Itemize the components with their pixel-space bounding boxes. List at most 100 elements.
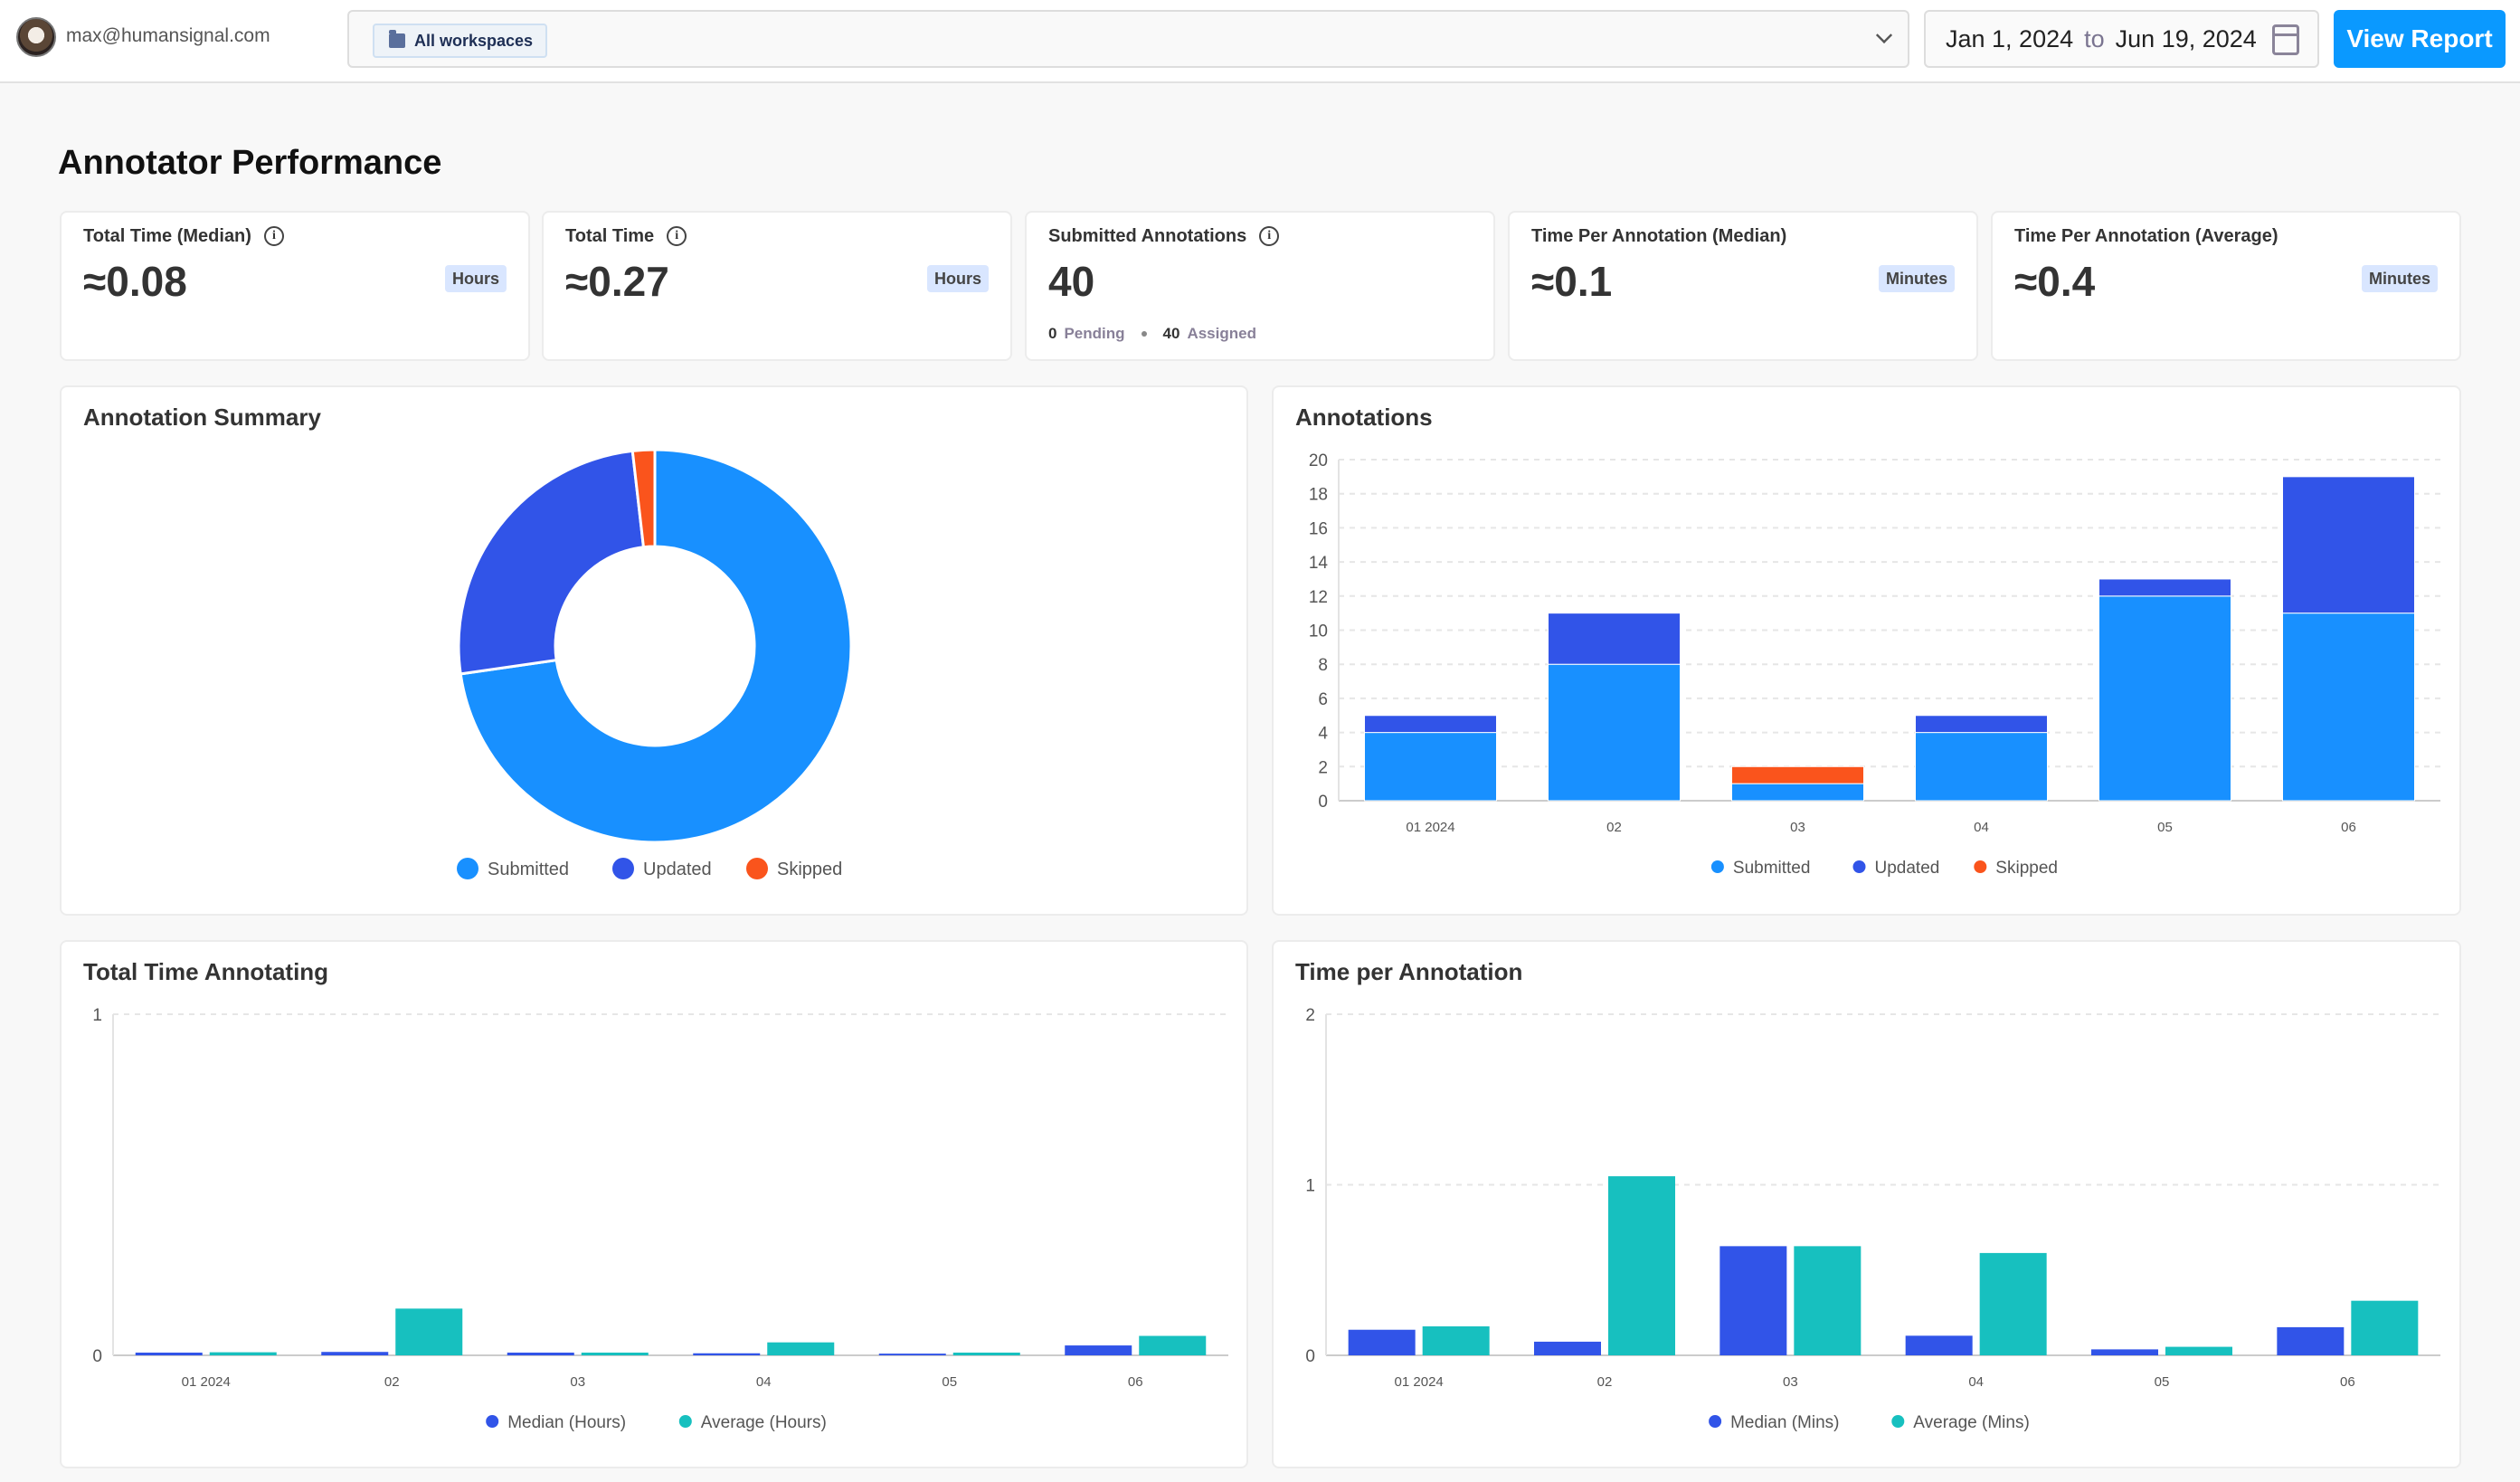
- bar-submitted-1: [1364, 732, 1497, 802]
- stat-value: ≈0.08: [83, 258, 187, 305]
- workspace-chip[interactable]: All workspaces: [373, 24, 548, 58]
- stat-card-total-time: Total Time i ≈0.27 Hours: [542, 211, 1012, 361]
- assignment-summary: 0 Pending 40 Assigned: [1048, 325, 1256, 343]
- info-icon[interactable]: i: [1259, 226, 1280, 246]
- bar-average-6: [1139, 1335, 1207, 1355]
- x-tick-label: 02: [1597, 1374, 1613, 1390]
- legend-label: Submitted: [488, 860, 569, 879]
- legend-marker-updated: [1852, 860, 1866, 873]
- view-report-button[interactable]: View Report: [2334, 10, 2506, 68]
- info-icon[interactable]: i: [263, 226, 284, 246]
- bar-median-5: [878, 1354, 946, 1355]
- page-title: Annotator Performance: [58, 144, 442, 182]
- x-tick-label: 05: [2157, 820, 2173, 835]
- bar-average-2: [1608, 1176, 1675, 1355]
- stat-label: Time Per Annotation (Median): [1531, 226, 1787, 246]
- legend-label: Updated: [643, 860, 712, 879]
- x-tick-label: 03: [570, 1374, 585, 1390]
- x-tick-label: 06: [2340, 1374, 2355, 1390]
- donut-chart: Submitted Updated Skipped: [457, 448, 853, 879]
- bar-median-3: [1719, 1246, 1787, 1355]
- folder-icon: [389, 30, 405, 48]
- y-tick-label: 6: [1318, 690, 1328, 709]
- date-range-picker[interactable]: Jan 1, 2024 to Jun 19, 2024: [1924, 10, 2319, 68]
- stat-label: Time Per Annotation (Average): [2014, 226, 2278, 246]
- legend-marker-median-hours-: [486, 1415, 499, 1428]
- y-tick-label: 2: [1318, 758, 1328, 777]
- user-email: max@humansignal.com: [66, 25, 270, 46]
- bar-submitted-4: [1915, 732, 2048, 802]
- donut-slice-updated: [457, 449, 646, 676]
- x-tick-label: 05: [2155, 1374, 2170, 1390]
- bar-average-5: [2165, 1346, 2232, 1355]
- date-to[interactable]: Jun 19, 2024: [2115, 24, 2257, 52]
- bar-average-3: [1794, 1246, 1862, 1355]
- bar-updated-5: [2098, 578, 2231, 597]
- bar-median-1: [135, 1352, 203, 1355]
- bar-submitted-6: [2282, 613, 2415, 802]
- pending-label: Pending: [1064, 325, 1125, 342]
- donut-slice-skipped: [630, 448, 657, 549]
- stat-value: ≈0.27: [565, 258, 669, 305]
- bar-submitted-2: [1548, 663, 1681, 802]
- assigned-label: Assigned: [1187, 325, 1256, 342]
- stat-label: Submitted Annotations: [1048, 226, 1247, 246]
- legend-marker-skipped: [746, 858, 768, 879]
- x-tick-label: 02: [384, 1374, 400, 1390]
- y-tick-label: 0: [1305, 1347, 1315, 1366]
- date-from[interactable]: Jan 1, 2024: [1946, 24, 2074, 52]
- y-tick-label: 14: [1309, 554, 1329, 573]
- x-tick-label: 01 2024: [1406, 820, 1454, 835]
- bar-updated-1: [1364, 715, 1497, 734]
- y-tick-label: 1: [1305, 1177, 1315, 1196]
- bar-average-2: [395, 1308, 463, 1355]
- avatar[interactable]: [16, 17, 56, 57]
- legend-marker-submitted: [1710, 860, 1724, 873]
- y-tick-label: 0: [1318, 793, 1328, 812]
- legend-label: Average (Hours): [701, 1413, 827, 1432]
- bar-average-5: [952, 1352, 1020, 1355]
- bar-median-3: [507, 1352, 574, 1355]
- bar-updated-2: [1548, 613, 1681, 665]
- bar-skipped-3: [1731, 765, 1864, 784]
- x-tick-label: 03: [1790, 820, 1805, 835]
- stat-card-time-per-annotation-median: Time Per Annotation (Median) ≈0.1 Minute…: [1508, 211, 1978, 361]
- y-tick-label: 0: [92, 1347, 102, 1366]
- y-tick-label: 2: [1305, 1006, 1315, 1025]
- unit-badge: Hours: [444, 265, 507, 292]
- y-tick-label: 20: [1309, 451, 1328, 470]
- workspace-select[interactable]: All workspaces: [347, 10, 1909, 68]
- x-tick-label: 02: [1606, 820, 1622, 835]
- y-tick-label: 16: [1309, 519, 1328, 538]
- top-bar: max@humansignal.com All workspaces Jan 1…: [0, 0, 2520, 83]
- bar-average-3: [581, 1352, 649, 1355]
- separator-dot: [1141, 331, 1147, 337]
- unit-badge: Minutes: [1878, 265, 1955, 292]
- chevron-down-icon[interactable]: [1875, 26, 1893, 44]
- calendar-icon[interactable]: [2272, 24, 2299, 55]
- workspace-label: All workspaces: [414, 31, 534, 50]
- total-time-panel: Total Time Annotating 0 1 01 2024 02 03 04 05 0…: [60, 940, 1248, 1468]
- legend-marker-average-mins-: [1891, 1415, 1905, 1428]
- bar-average-4: [1979, 1252, 2047, 1355]
- stat-card-time-per-annotation-average: Time Per Annotation (Average) ≈0.4 Minut…: [1991, 211, 2461, 361]
- bar-median-6: [2277, 1326, 2345, 1355]
- x-tick-label: 04: [1974, 820, 1989, 835]
- x-tick-label: 06: [2341, 820, 2356, 835]
- time-per-annotation-panel: Time per Annotation 0 1 2 01 2024 02 03 04 05 06…: [1272, 940, 2461, 1468]
- x-tick-label: 05: [942, 1374, 957, 1390]
- info-icon[interactable]: i: [667, 226, 687, 246]
- y-tick-label: 4: [1318, 725, 1328, 744]
- legend-label: Median (Hours): [507, 1413, 626, 1432]
- panel-title: Annotations: [1295, 404, 1433, 431]
- unit-badge: Hours: [926, 265, 989, 292]
- panel-title: Time per Annotation: [1295, 958, 1523, 985]
- y-tick-label: 18: [1309, 486, 1328, 505]
- y-tick-label: 1: [92, 1006, 102, 1025]
- bar-average-1: [1422, 1325, 1490, 1355]
- assigned-count: 40: [1162, 325, 1180, 342]
- bar-average-6: [2351, 1300, 2419, 1355]
- bar-submitted-3: [1731, 783, 1864, 802]
- bar-median-1: [1348, 1329, 1416, 1355]
